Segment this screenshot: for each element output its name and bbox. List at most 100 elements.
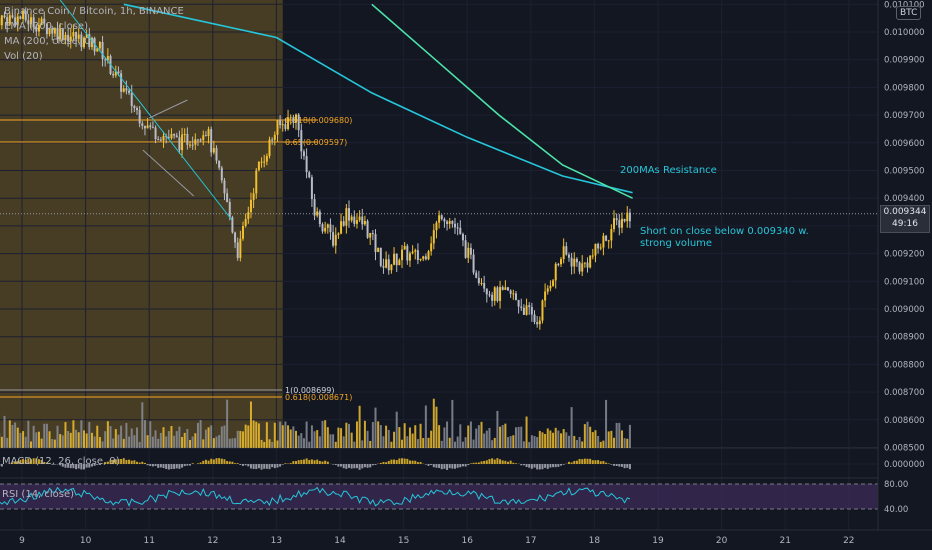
volume-bar xyxy=(281,425,284,448)
macd-bar xyxy=(493,459,496,464)
ema-legend[interactable]: EMA (200, close) xyxy=(4,21,88,32)
candle-body xyxy=(157,139,160,141)
macd-bar xyxy=(43,461,46,464)
price-tick-label: 0.009200 xyxy=(884,250,925,260)
candle-body xyxy=(355,220,358,224)
volume-bar xyxy=(24,436,27,448)
macd-bar xyxy=(408,460,411,464)
volume-bar xyxy=(313,431,316,448)
vol-legend[interactable]: Vol (20) xyxy=(4,51,43,62)
volume-bar xyxy=(218,435,221,448)
macd-bar xyxy=(170,464,173,470)
candle-body xyxy=(560,259,563,265)
candle-body xyxy=(170,133,173,139)
macd-bar xyxy=(427,464,430,466)
macd-bar xyxy=(507,461,510,464)
candle-body xyxy=(623,218,626,222)
macd-bar xyxy=(27,458,30,464)
macd-bar xyxy=(85,464,88,468)
candle-body xyxy=(297,114,300,131)
candle-body xyxy=(178,137,181,151)
candle-body xyxy=(530,307,533,315)
volume-bar xyxy=(8,420,11,448)
volume-bar xyxy=(289,429,292,448)
macd-bar xyxy=(302,459,305,464)
macd-bar xyxy=(244,464,247,466)
ma-legend[interactable]: MA (200, close, 0) xyxy=(4,36,95,47)
volume-bar xyxy=(403,423,406,448)
symbol-title[interactable]: Binance Coin / Bitcoin, 1h, BINANCE xyxy=(4,6,184,17)
macd-label[interactable]: MACD (12, 26, close, 9) xyxy=(2,456,120,467)
volume-bar xyxy=(128,436,131,448)
macd-bar xyxy=(446,464,449,470)
macd-bar xyxy=(541,464,544,470)
volume-bar xyxy=(432,398,435,448)
macd-bar xyxy=(382,462,385,464)
rsi-label[interactable]: RSI (14, close) xyxy=(2,489,75,500)
candle-body xyxy=(223,180,226,194)
macd-bar xyxy=(316,459,319,464)
price-tick-label: 0.009000 xyxy=(884,305,925,315)
short-annotation-line1[interactable]: Short on close below 0.009340 w. xyxy=(640,226,809,237)
candle-body xyxy=(308,172,311,178)
fib-level-label: 0.618(0.009680) xyxy=(285,116,352,125)
candle-body xyxy=(273,134,276,140)
macd-bar xyxy=(276,464,279,468)
volume-bar xyxy=(369,440,372,448)
macd-bar xyxy=(419,461,422,464)
candle-body xyxy=(32,17,35,28)
macd-bar xyxy=(51,464,54,465)
volume-bar xyxy=(165,436,168,448)
volume-bar xyxy=(146,435,149,448)
currency-badge[interactable]: BTC xyxy=(896,6,922,20)
macd-bar xyxy=(438,464,441,468)
volume-bar xyxy=(398,427,401,448)
volume-bar xyxy=(316,430,319,448)
volume-bar xyxy=(151,436,154,448)
macd-bar xyxy=(234,463,237,464)
macd-bar xyxy=(583,458,586,464)
macd-bar xyxy=(567,461,570,464)
candle-body xyxy=(485,288,488,295)
candle-body xyxy=(377,247,380,252)
candle-body xyxy=(189,144,192,146)
candle-body xyxy=(228,202,231,218)
candle-body xyxy=(411,251,414,254)
macd-bar xyxy=(128,459,131,464)
macd-bar xyxy=(310,459,313,464)
resistance-annotation[interactable]: 200MAs Resistance xyxy=(620,165,717,176)
candle-body xyxy=(45,23,48,35)
macd-bar xyxy=(345,464,348,469)
volume-bar xyxy=(239,430,242,448)
price-axis[interactable]: 0.010100 0.010000 0.009900 0.009800 0.009700… xyxy=(877,0,925,530)
volume-bar xyxy=(210,425,213,448)
volume-bar xyxy=(154,430,157,448)
macd-bar xyxy=(308,459,311,464)
volume-bar xyxy=(56,425,59,448)
candle-body xyxy=(334,234,337,246)
volume-bar xyxy=(483,433,486,448)
current-price-tag: 0.009344 49:16 xyxy=(880,205,930,233)
macd-bar xyxy=(24,459,27,464)
candle-body xyxy=(202,135,205,141)
volume-bar xyxy=(247,425,250,448)
macd-bar xyxy=(332,464,335,465)
macd-bar xyxy=(40,459,43,464)
volume-bar xyxy=(223,425,226,448)
time-tick-label: 21 xyxy=(779,536,790,546)
candle-body xyxy=(340,221,343,234)
candle-body xyxy=(414,250,417,252)
candle-body xyxy=(220,167,223,181)
candle-body xyxy=(106,56,109,61)
macd-bar xyxy=(512,462,515,464)
volume-bar xyxy=(332,434,335,448)
price-tick-label: 0.009800 xyxy=(884,83,925,93)
macd-bar xyxy=(430,464,433,466)
volume-bar xyxy=(560,433,563,448)
candle-body xyxy=(263,161,266,163)
macd-bar xyxy=(398,458,401,464)
candle-body xyxy=(565,246,568,255)
short-annotation-line2[interactable]: strong volume xyxy=(640,238,713,249)
time-axis[interactable]: 9 10 11 12 13 14 15 16 17 18 19 20 21 22 xyxy=(0,529,932,546)
